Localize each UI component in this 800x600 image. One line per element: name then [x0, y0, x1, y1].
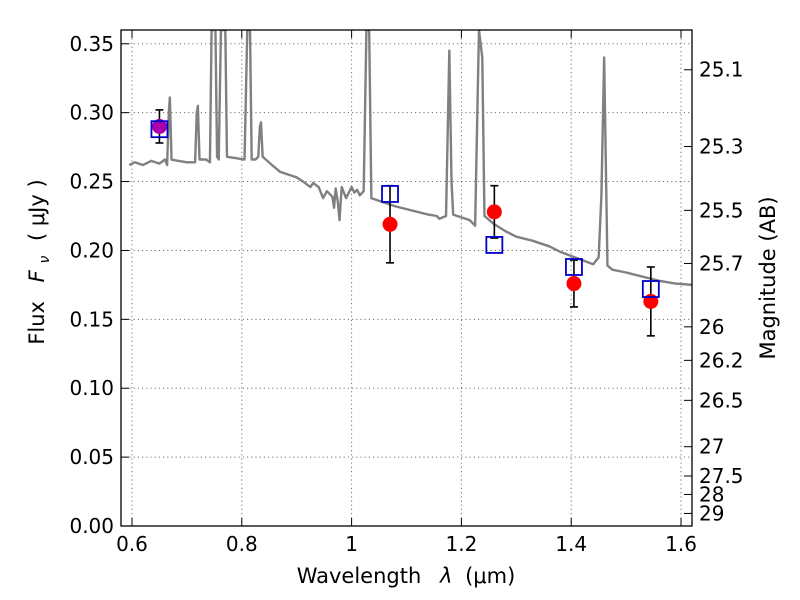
magnitude-tick-label: 25.3	[699, 135, 744, 159]
x-axis-label: Wavelength λ (μm)	[297, 564, 516, 588]
magnitude-tick-label: 27	[699, 435, 724, 459]
observed-point	[382, 216, 398, 232]
x-axis-label-text: Wavelength	[297, 564, 422, 588]
x-tick-label: 1.4	[555, 532, 587, 556]
y-tick-label: 0.15	[69, 307, 114, 331]
y-tick-label: 0.20	[69, 238, 114, 262]
x-axis-label-unit: (μm)	[465, 564, 515, 588]
observed-point	[151, 118, 167, 134]
model-photometry-point	[150, 120, 169, 139]
x-axis-label-symbol: λ	[439, 564, 452, 588]
model-photometry-point	[381, 185, 399, 203]
y-axis-label-symbol: F	[25, 269, 49, 282]
y-axis-label-subscript: ν	[37, 256, 53, 264]
magnitude-tick-label: 26	[699, 315, 724, 339]
magnitude-tick-label: 25.1	[699, 58, 744, 82]
y-tick-label: 0.25	[69, 170, 114, 194]
model-spectrum-line	[128, 30, 692, 287]
y-tick-label: 0.05	[69, 445, 114, 469]
magnitude-tick-label: 27.5	[699, 464, 744, 488]
model-photometry-point	[565, 258, 583, 276]
y-tick-label: 0.35	[69, 32, 114, 56]
x-tick-label: 1.2	[445, 532, 477, 556]
x-tick-label: 1.6	[665, 532, 697, 556]
y-tick-label: 0.00	[69, 514, 114, 538]
grid-lines	[121, 30, 692, 526]
magnitude-tick-label: 25.7	[699, 251, 744, 275]
y-tick-label: 0.30	[69, 101, 114, 125]
axis-ticks: 0.6 0.8 1 1.2 1.4 1.6 0.00 0.05 0.10 0.15 0.20 0.25…	[69, 30, 744, 556]
magnitude-axis-label: Magnitude (AB)	[756, 196, 780, 359]
magnitude-tick-label: 25.5	[699, 198, 744, 222]
y-axis-label-text: Flux	[25, 301, 49, 345]
y-axis-label: Flux F ν ( μJy )	[25, 179, 54, 344]
y-axis-label-unit: ( μJy )	[25, 179, 49, 241]
plot-area	[128, 30, 692, 337]
observed-point	[486, 204, 502, 220]
y-tick-label: 0.10	[69, 376, 114, 400]
model-photometry-point	[641, 280, 660, 298]
magnitude-tick-label: 28	[699, 482, 724, 506]
magnitude-tick-label: 29	[699, 501, 724, 525]
plot-frame	[120, 29, 693, 527]
magnitude-tick-label: 26.5	[699, 388, 744, 412]
model-photometry-point	[485, 236, 504, 254]
x-tick-label: 0.6	[116, 532, 148, 556]
x-tick-label: 1	[345, 532, 358, 556]
magnitude-tick-label: 26.2	[699, 348, 744, 372]
x-tick-label: 0.8	[226, 532, 258, 556]
observed-point	[566, 276, 582, 292]
